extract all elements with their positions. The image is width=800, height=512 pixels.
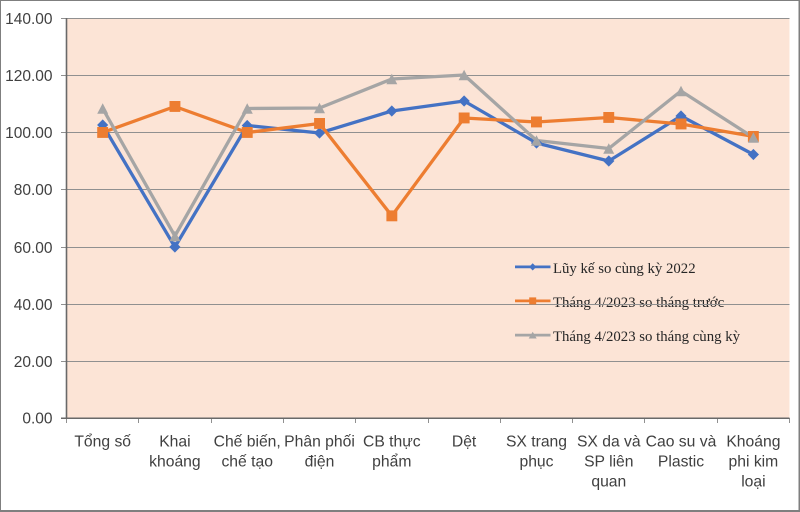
svg-text:40.00: 40.00	[14, 297, 53, 314]
svg-text:100.00: 100.00	[5, 125, 53, 142]
svg-text:Cao su và: Cao su và	[646, 434, 717, 451]
svg-text:80.00: 80.00	[14, 182, 53, 199]
svg-text:SX da và: SX da và	[577, 434, 641, 451]
svg-text:Dệt: Dệt	[452, 434, 477, 451]
svg-text:SP liên: SP liên	[584, 453, 633, 470]
svg-text:Khai: Khai	[159, 434, 190, 451]
svg-text:Chế biến,: Chế biến,	[214, 434, 281, 451]
svg-text:Tháng 4/2023 so tháng cùng kỳ: Tháng 4/2023 so tháng cùng kỳ	[553, 329, 741, 345]
svg-text:Tháng 4/2023 so tháng trước: Tháng 4/2023 so tháng trước	[553, 295, 725, 311]
svg-text:60.00: 60.00	[14, 240, 53, 257]
svg-text:Tổng số: Tổng số	[74, 433, 131, 451]
svg-text:SX trang: SX trang	[506, 434, 567, 451]
svg-text:Khoáng: Khoáng	[726, 434, 780, 451]
svg-text:quan: quan	[591, 473, 626, 490]
svg-text:CB thực: CB thực	[363, 434, 421, 451]
svg-text:20.00: 20.00	[14, 354, 53, 371]
svg-text:loại: loại	[741, 473, 765, 490]
svg-text:0.00: 0.00	[22, 411, 53, 428]
svg-text:khoáng: khoáng	[149, 453, 200, 470]
svg-text:chế tạo: chế tạo	[221, 453, 273, 470]
svg-text:Plastic: Plastic	[658, 453, 704, 470]
svg-text:Phân phối: Phân phối	[284, 434, 355, 451]
svg-text:phục: phục	[519, 453, 553, 470]
svg-text:phi kim: phi kim	[729, 453, 779, 470]
svg-text:120.00: 120.00	[5, 68, 53, 85]
svg-text:140.00: 140.00	[5, 11, 53, 28]
svg-text:phẩm: phẩm	[372, 452, 411, 470]
svg-text:điện: điện	[305, 453, 335, 470]
svg-text:Lũy kế so cùng kỳ 2022: Lũy kế so cùng kỳ 2022	[553, 261, 696, 277]
